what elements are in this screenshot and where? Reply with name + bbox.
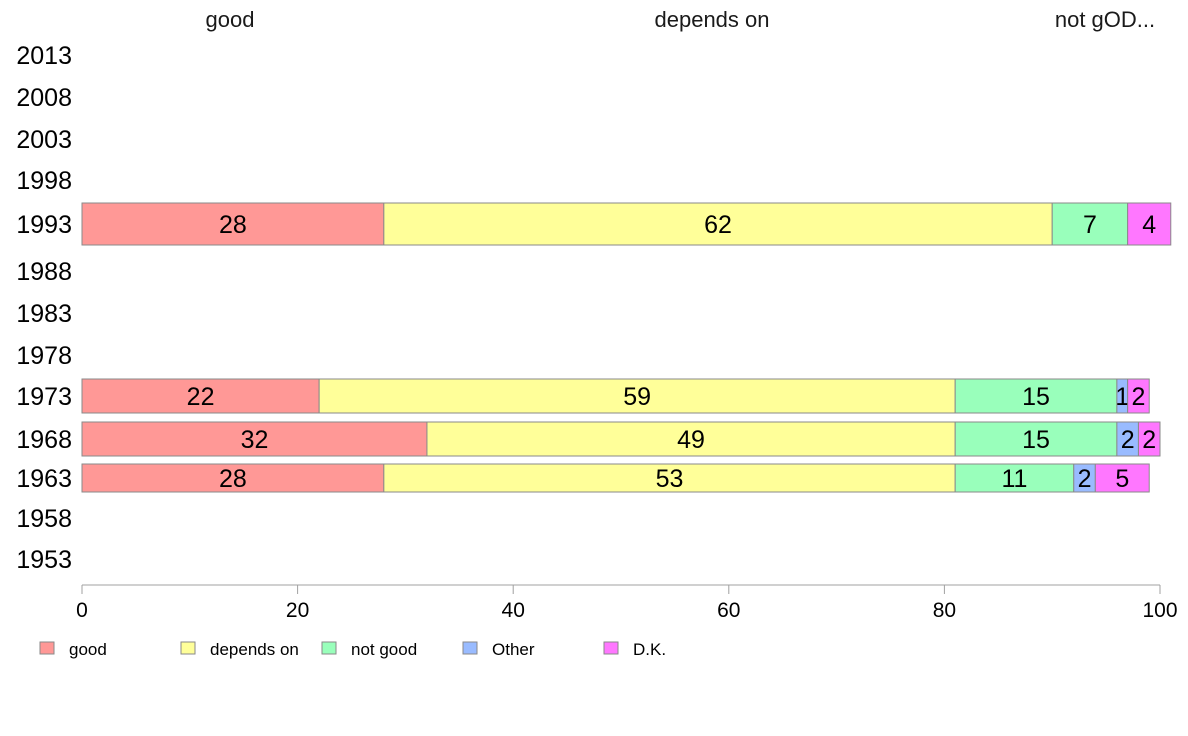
bar-value-label: 15 xyxy=(1022,383,1050,411)
legend-swatch xyxy=(603,641,619,655)
bar-value-label: 2 xyxy=(1142,426,1156,454)
bar-1993-not-good xyxy=(1051,202,1129,246)
bar-value-label: 59 xyxy=(623,383,651,411)
bar-value-label: 11 xyxy=(1001,465,1027,493)
bar-1963-depends-on xyxy=(383,463,956,493)
year-label-2013: 2013 xyxy=(16,42,72,70)
bar-value-label: 2 xyxy=(1078,465,1092,493)
year-label-1978: 1978 xyxy=(16,342,72,370)
x-tick-label: 20 xyxy=(286,599,309,622)
year-label-2008: 2008 xyxy=(16,84,72,112)
bar-value-label: 5 xyxy=(1115,465,1129,493)
x-tick-label: 100 xyxy=(1142,599,1177,622)
legend: good depends on not good Other D.K. xyxy=(39,640,666,659)
bar-value-label: 1 xyxy=(1115,383,1129,411)
x-tick-label: 60 xyxy=(717,599,740,622)
x-axis: 0 20 40 60 80 100 xyxy=(76,584,1178,622)
year-label-1973: 1973 xyxy=(16,383,72,411)
legend-swatch xyxy=(39,641,55,655)
bar-value-label: 2 xyxy=(1131,383,1145,411)
bar-1973-depends-on xyxy=(318,378,956,414)
year-label-2003: 2003 xyxy=(16,126,72,154)
bar-1963-not-good xyxy=(954,463,1075,493)
top-label-0: good xyxy=(206,7,255,32)
bar-1963-d-k- xyxy=(1094,463,1150,493)
top-label-2: not gOD... xyxy=(1055,7,1155,32)
bar-1973-good xyxy=(81,378,320,414)
bar-1993-good xyxy=(81,202,385,246)
bar-1973-not-good xyxy=(954,378,1118,414)
year-label-1958: 1958 xyxy=(16,505,72,533)
x-tick-label: 40 xyxy=(502,599,525,622)
legend-label: Other xyxy=(492,640,535,659)
bar-value-label: 49 xyxy=(677,426,705,454)
bar-1968-not-good xyxy=(954,421,1118,457)
bar-value-label: 62 xyxy=(704,211,732,239)
year-label-1968: 1968 xyxy=(16,426,72,454)
bars: 28 62 7 422 59 15 1 232 49 15 2 228 53 11 2 5 xyxy=(81,202,1172,493)
bar-1993-depends-on xyxy=(383,202,1053,246)
year-label-1998: 1998 xyxy=(16,167,72,195)
bar-value-label: 15 xyxy=(1022,426,1050,454)
bar-1973-d-k- xyxy=(1127,378,1150,414)
legend-label: good xyxy=(69,640,107,659)
year-label-1963: 1963 xyxy=(16,465,72,493)
legend-swatch xyxy=(180,641,196,655)
bar-value-label: 7 xyxy=(1083,211,1097,239)
year-label-1988: 1988 xyxy=(16,258,72,286)
top-category-labels: good depends on not gOD... xyxy=(206,7,1156,32)
bar-value-label: 4 xyxy=(1142,211,1156,239)
bar-value-label: 53 xyxy=(656,465,684,493)
bar-value-label: 32 xyxy=(241,426,269,454)
year-label-1983: 1983 xyxy=(16,300,72,328)
bar-value-label: 22 xyxy=(187,383,215,411)
bar-1968-good xyxy=(81,421,428,457)
bar-value-label: 2 xyxy=(1121,426,1135,454)
legend-swatch xyxy=(462,641,478,655)
top-label-1: depends on xyxy=(655,7,770,32)
x-tick-label: 0 xyxy=(76,599,88,622)
year-axis-labels: 2013 2008 2003 1998 1993 1988 1983 1978 1973 1968… xyxy=(16,42,72,574)
bar-1968-d-k- xyxy=(1137,421,1161,457)
year-label-1953: 1953 xyxy=(16,546,72,574)
year-label-1993: 1993 xyxy=(16,211,72,239)
legend-label: D.K. xyxy=(633,640,666,659)
legend-label: not good xyxy=(351,640,417,659)
legend-label: depends on xyxy=(210,640,299,659)
bar-1968-depends-on xyxy=(426,421,956,457)
legend-swatch xyxy=(321,641,337,655)
bar-1993-d-k- xyxy=(1127,202,1172,246)
bar-value-label: 28 xyxy=(219,211,247,239)
x-tick-label: 80 xyxy=(933,599,956,622)
bar-value-label: 28 xyxy=(219,465,247,493)
